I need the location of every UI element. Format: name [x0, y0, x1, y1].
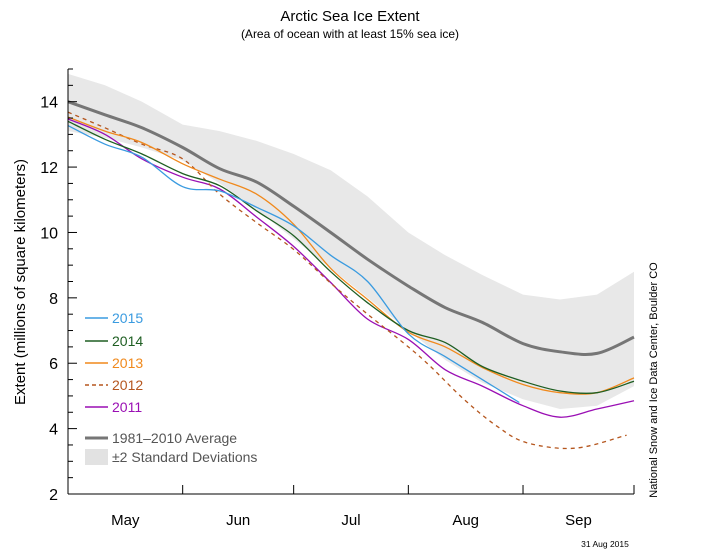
legend-label: 2012 [112, 377, 143, 393]
x-tick-label: Jun [226, 512, 250, 529]
legend-label-average: 1981–2010 Average [112, 430, 237, 446]
legend-label: 2013 [112, 355, 143, 371]
series-line-2012 [67, 111, 627, 450]
y-tick-label: 12 [40, 160, 58, 177]
credit-text: National Snow and Ice Data Center, Bould… [648, 262, 660, 498]
legend-swatch-band [85, 449, 108, 465]
x-tick-label: May [111, 512, 140, 529]
series-line-1981-2010-average [67, 100, 635, 356]
x-tick-label: Jul [341, 512, 360, 529]
std-dev-band [68, 73, 634, 410]
series-line-2014 [67, 120, 635, 395]
date-stamp: 31 Aug 2015 [581, 539, 629, 549]
x-tick-label: Sep [565, 512, 592, 529]
y-tick-label: 6 [49, 356, 58, 373]
series-line-2011 [67, 118, 635, 418]
plot-area: 2 4 6 8 10 12 14 May Jun Jul Aug Sep 2015 2014 2013 201… [40, 68, 635, 529]
series-line-2015 [67, 124, 520, 404]
legend-label: 2015 [112, 310, 143, 326]
chart-subtitle: (Area of ocean with at least 15% sea ice… [241, 27, 459, 41]
legend-label: 2014 [112, 333, 143, 349]
chart-title: Arctic Sea Ice Extent [280, 8, 420, 25]
y-tick-label: 8 [49, 291, 58, 308]
legend-label-band: ±2 Standard Deviations [112, 449, 257, 465]
y-tick-label: 14 [40, 95, 58, 112]
y-tick-label: 2 [49, 487, 58, 504]
x-tick-label: Aug [452, 512, 479, 529]
series-line-2013 [67, 116, 635, 395]
y-tick-label: 10 [40, 225, 58, 242]
legend-label: 2011 [112, 399, 142, 415]
y-tick-label: 4 [49, 422, 58, 439]
y-axis-label: Extent (millions of square kilometers) [12, 159, 29, 405]
